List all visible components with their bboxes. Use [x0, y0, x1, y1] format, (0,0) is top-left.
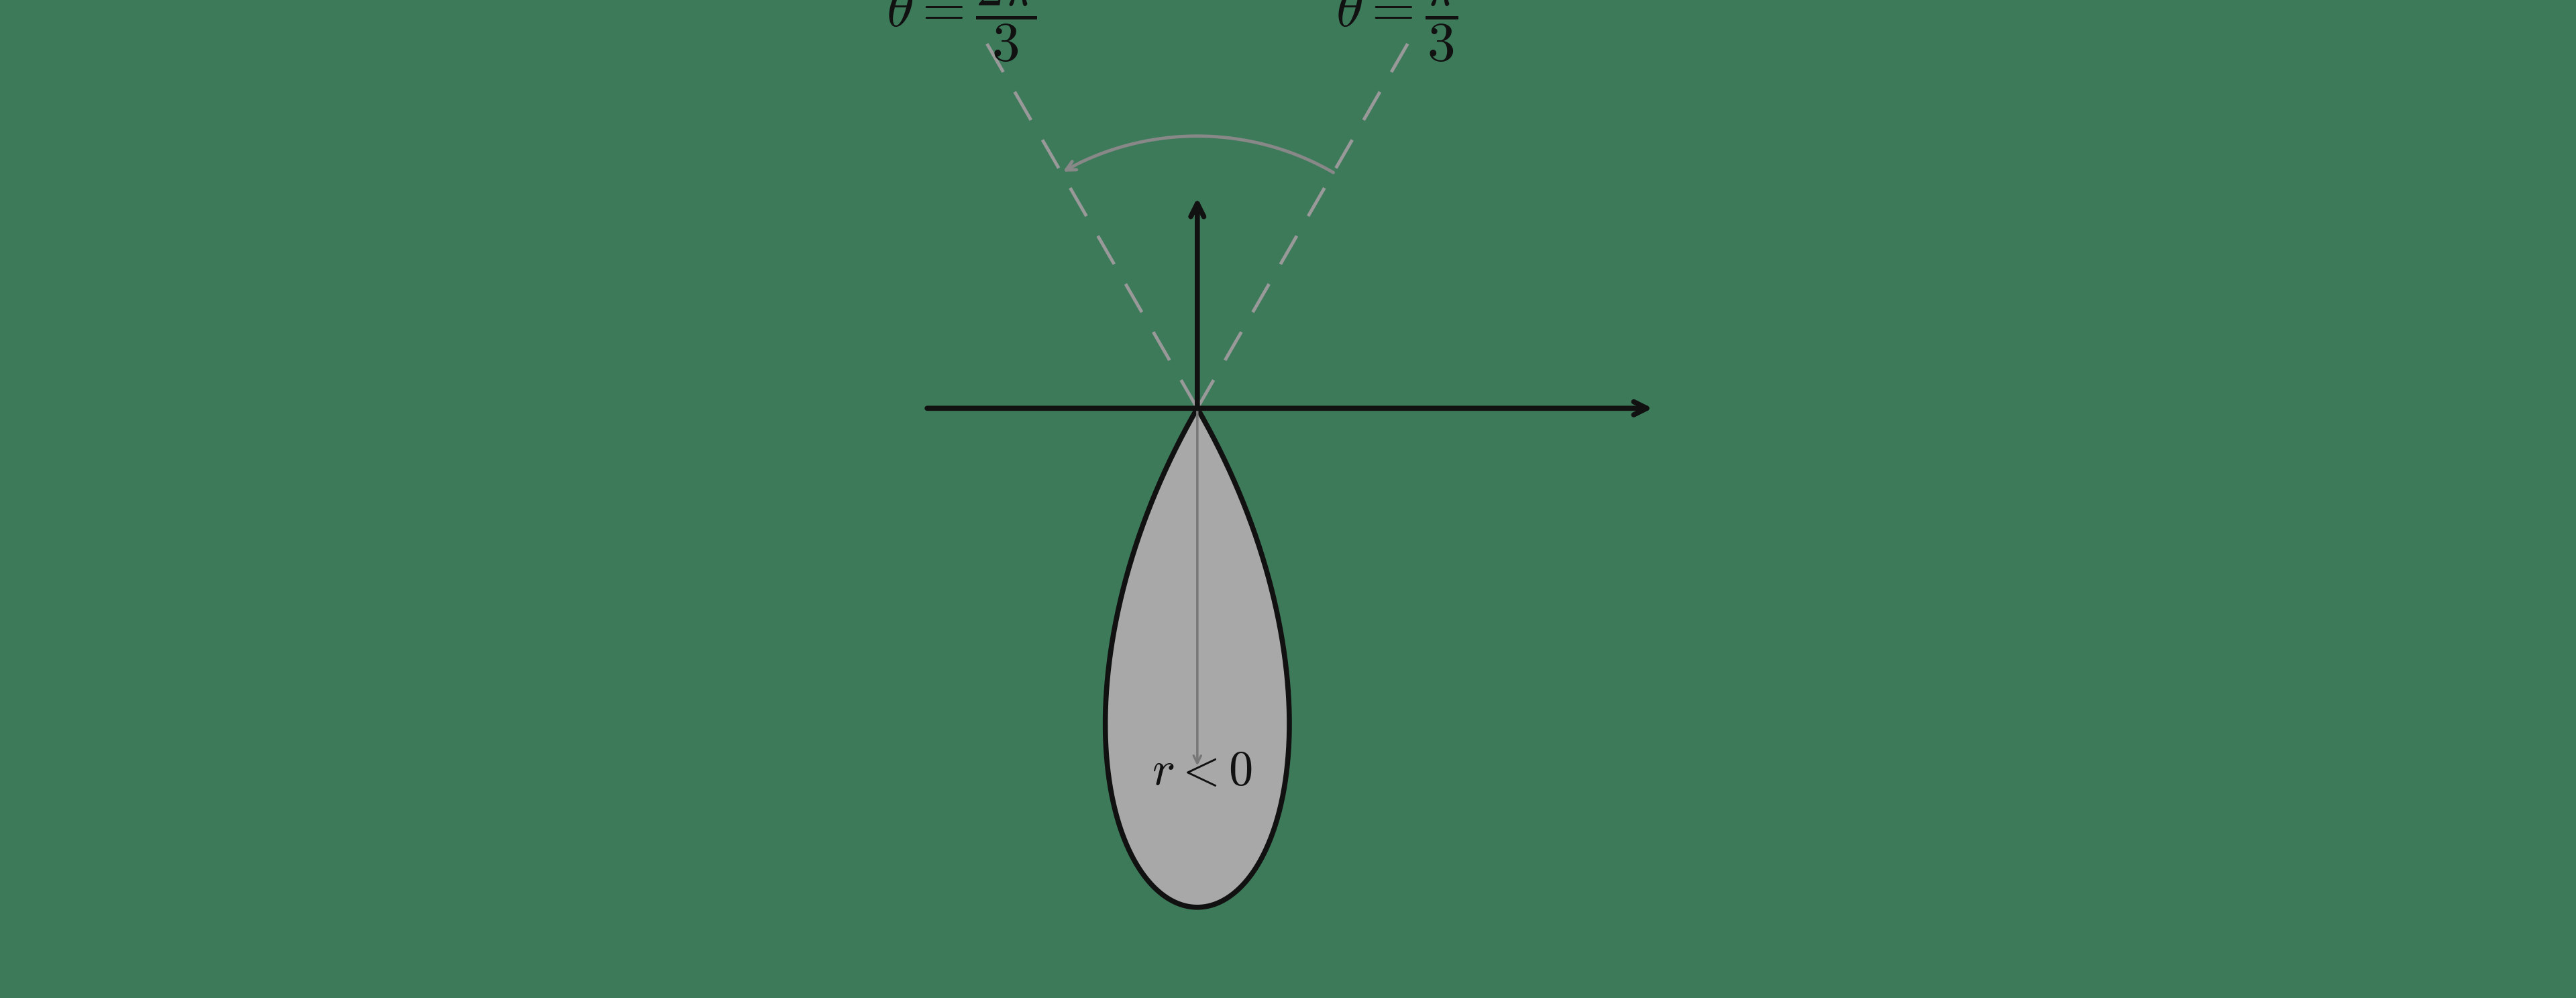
Text: $\theta = \dfrac{2\pi}{3}$: $\theta = \dfrac{2\pi}{3}$	[886, 0, 1036, 64]
Text: $\theta = \dfrac{\pi}{3}$: $\theta = \dfrac{\pi}{3}$	[1334, 0, 1458, 64]
Polygon shape	[1105, 408, 1291, 907]
Text: $r < 0$: $r < 0$	[1151, 748, 1252, 794]
